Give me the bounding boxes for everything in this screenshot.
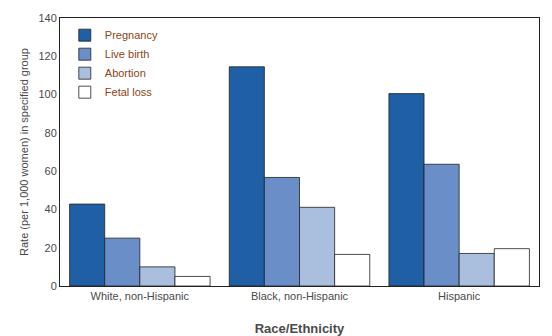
svg-text:0: 0: [51, 280, 57, 292]
svg-text:140: 140: [38, 12, 56, 24]
svg-text:Pregnancy: Pregnancy: [105, 29, 158, 41]
svg-text:120: 120: [38, 50, 56, 62]
svg-text:Rate (per 1,000 women) in spec: Rate (per 1,000 women) in specified grou…: [18, 48, 30, 256]
svg-text:40: 40: [45, 203, 57, 215]
svg-text:Hispanic: Hispanic: [438, 290, 481, 302]
svg-text:Abortion: Abortion: [105, 67, 146, 79]
svg-text:Black, non-Hispanic: Black, non-Hispanic: [251, 290, 349, 302]
svg-text:Fetal loss: Fetal loss: [105, 86, 153, 98]
svg-text:20: 20: [45, 242, 57, 254]
svg-text:Race/Ethnicity: Race/Ethnicity: [255, 321, 345, 336]
svg-text:80: 80: [45, 127, 57, 139]
svg-text:Live birth: Live birth: [105, 48, 150, 60]
svg-text:60: 60: [45, 165, 57, 177]
svg-text:White, non-Hispanic: White, non-Hispanic: [91, 290, 190, 302]
svg-text:100: 100: [38, 88, 56, 100]
